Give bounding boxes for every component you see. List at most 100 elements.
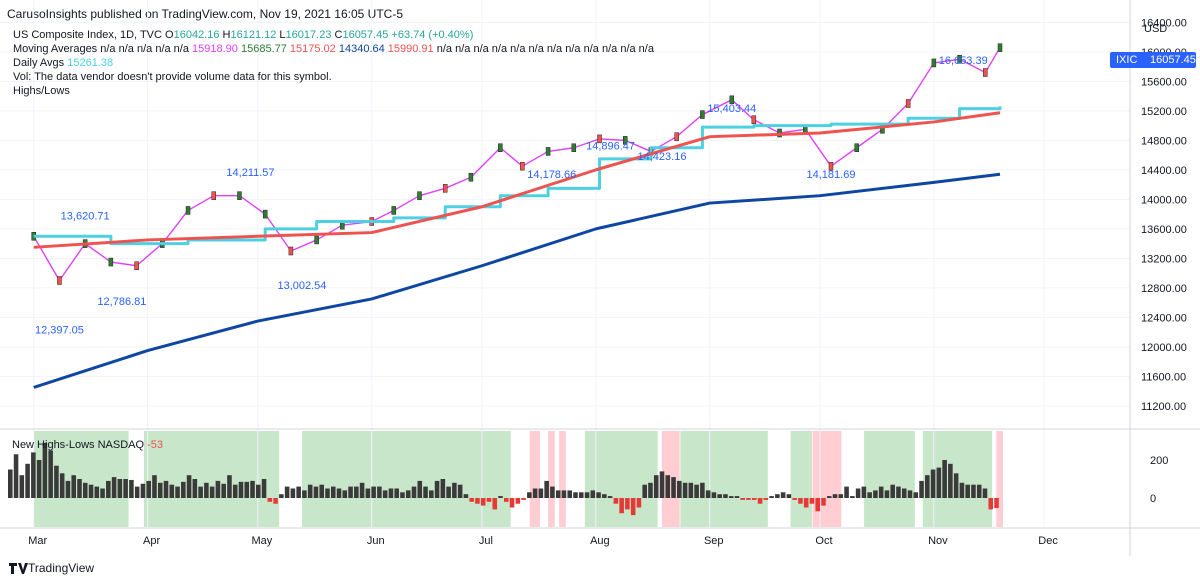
- hl-bar-18: [111, 477, 117, 498]
- hl-bar-163: [948, 463, 953, 498]
- hl-bar-49: [290, 488, 296, 498]
- highs-lows-band-8: [680, 431, 768, 527]
- hl-bar-132: [769, 496, 774, 498]
- legend-ma-value-0: n/a: [100, 43, 116, 55]
- hl-bar-89: [521, 498, 526, 500]
- hl-bar-100: [584, 492, 590, 498]
- hl-bar-48: [284, 486, 290, 498]
- legend-ma-value-6: 15685.77: [237, 43, 287, 55]
- hl-bar-22: [134, 486, 140, 498]
- hl-bar-27: [163, 480, 169, 498]
- hl-bar-139: [809, 498, 815, 504]
- y-tick-label-12: 11600.00: [1141, 371, 1186, 383]
- hl-bar-171: [994, 498, 999, 509]
- subchart-title: New Highs-Lows NASDAQ: [12, 439, 145, 451]
- hl-bar-169: [982, 488, 988, 498]
- hl-bar-131: [763, 498, 769, 500]
- hl-bar-113: [659, 471, 665, 498]
- price-point-11: [314, 235, 319, 245]
- hl-bar-150: [873, 490, 878, 498]
- hl-bar-52: [307, 484, 313, 498]
- hl-bar-70: [411, 486, 417, 498]
- price-annotation-9: 14,181.69: [807, 169, 856, 181]
- hl-bar-54: [319, 484, 325, 498]
- hl-bar-14: [88, 484, 94, 498]
- y-tick-label-13: 11200.00: [1141, 401, 1186, 413]
- legend-daily-avgs-row: Daily Avgs 15261.38: [13, 56, 113, 70]
- hl-bar-145: [844, 486, 849, 498]
- hl-bar-162: [942, 460, 947, 498]
- hl-bar-59: [348, 486, 353, 498]
- hl-bar-97: [567, 490, 573, 498]
- price-point-32: [854, 143, 859, 152]
- highs-lows-band-2: [301, 431, 511, 527]
- hl-bar-10: [65, 480, 71, 498]
- chart-canvas[interactable]: 12,397.05 13,620.71 12,786.81 14,211.57 13,0…: [0, 0, 1200, 556]
- legend-ma-label: Moving Averages: [13, 43, 98, 55]
- hl-bar-88: [515, 498, 521, 504]
- hl-bar-93: [544, 480, 549, 498]
- hl-bar-58: [342, 490, 348, 498]
- price-annotation-8: 15,403.44: [707, 103, 756, 115]
- hl-bar-74: [434, 480, 440, 498]
- hl-bar-137: [798, 498, 803, 504]
- highs-lows-histogram: [8, 442, 999, 516]
- last-price-label: IXIC 16057.45: [1110, 52, 1196, 68]
- price-point-6: [185, 206, 191, 215]
- hl-bar-55: [325, 488, 330, 498]
- legend-ma-value-5: 15918.90: [188, 43, 238, 55]
- legend-ma-value-14: n/a: [507, 43, 526, 55]
- hl-bar-76: [446, 486, 451, 498]
- hl-bar-152: [884, 490, 890, 498]
- y-tick-label-9: 12800.00: [1141, 283, 1187, 295]
- hl-bar-36: [215, 480, 221, 498]
- hl-bar-57: [336, 488, 342, 498]
- price-point-1: [57, 276, 62, 285]
- price-annotation-4: 13,002.54: [277, 280, 326, 292]
- hl-bar-127: [740, 498, 746, 500]
- price-annotation-6: 14,896.47: [586, 140, 635, 152]
- legend-ohlc-O: O16042.16: [165, 29, 220, 41]
- y-tick-label-0: 16400.00: [1141, 17, 1187, 29]
- hl-bar-136: [792, 498, 797, 500]
- highs-lows-band-11: [864, 431, 915, 527]
- subchart-title-row: New Highs-Lows NASDAQ -53: [12, 438, 163, 452]
- legend-vol-text: Vol: The data vendor doesn't provide vol…: [13, 71, 332, 83]
- x-tick-label-0: Mar: [28, 535, 47, 547]
- legend-ma-value-16: n/a: [543, 43, 563, 55]
- hl-bar-20: [123, 479, 128, 498]
- hl-bar-101: [590, 490, 596, 498]
- hl-bar-154: [896, 486, 901, 498]
- hl-bar-45: [267, 498, 273, 502]
- hl-bar-106: [619, 498, 624, 514]
- price-point-8: [237, 191, 242, 200]
- hl-bar-61: [359, 482, 365, 498]
- price-point-37: [983, 68, 988, 77]
- series-line-3: [33, 172, 1001, 389]
- published-line: CarusoInsights published on TradingView.…: [7, 7, 404, 21]
- legend-ma-values: n/a n/a n/a n/a n/a 15918.90 15685.77 15…: [100, 43, 654, 55]
- price-annotation-5: 14,178.66: [527, 169, 576, 181]
- hl-bar-94: [550, 486, 555, 498]
- y-tick-label-5: 14400.00: [1141, 165, 1187, 177]
- hl-bar-56: [330, 486, 336, 498]
- hl-y-tick-label-1: 0: [1150, 493, 1156, 505]
- price-point-20: [545, 147, 551, 156]
- hl-bar-21: [129, 479, 134, 498]
- hl-bar-95: [555, 490, 561, 498]
- price-lines: [31, 43, 1003, 389]
- hl-bar-6: [42, 442, 48, 498]
- hl-bar-19: [117, 479, 123, 498]
- price-point-38: [997, 43, 1003, 52]
- hl-bar-120: [700, 482, 705, 498]
- subchart-last-value: -53: [147, 439, 164, 451]
- hl-bar-109: [636, 498, 642, 508]
- y-tick-label-10: 12400.00: [1141, 312, 1187, 324]
- hl-bar-87: [509, 498, 515, 508]
- hl-bar-98: [573, 492, 578, 498]
- hl-y-tick-label-0: 200: [1150, 455, 1168, 467]
- hl-bar-143: [832, 494, 838, 498]
- hl-bar-62: [365, 488, 371, 498]
- hl-bar-117: [682, 482, 688, 498]
- hl-bar-147: [855, 488, 861, 498]
